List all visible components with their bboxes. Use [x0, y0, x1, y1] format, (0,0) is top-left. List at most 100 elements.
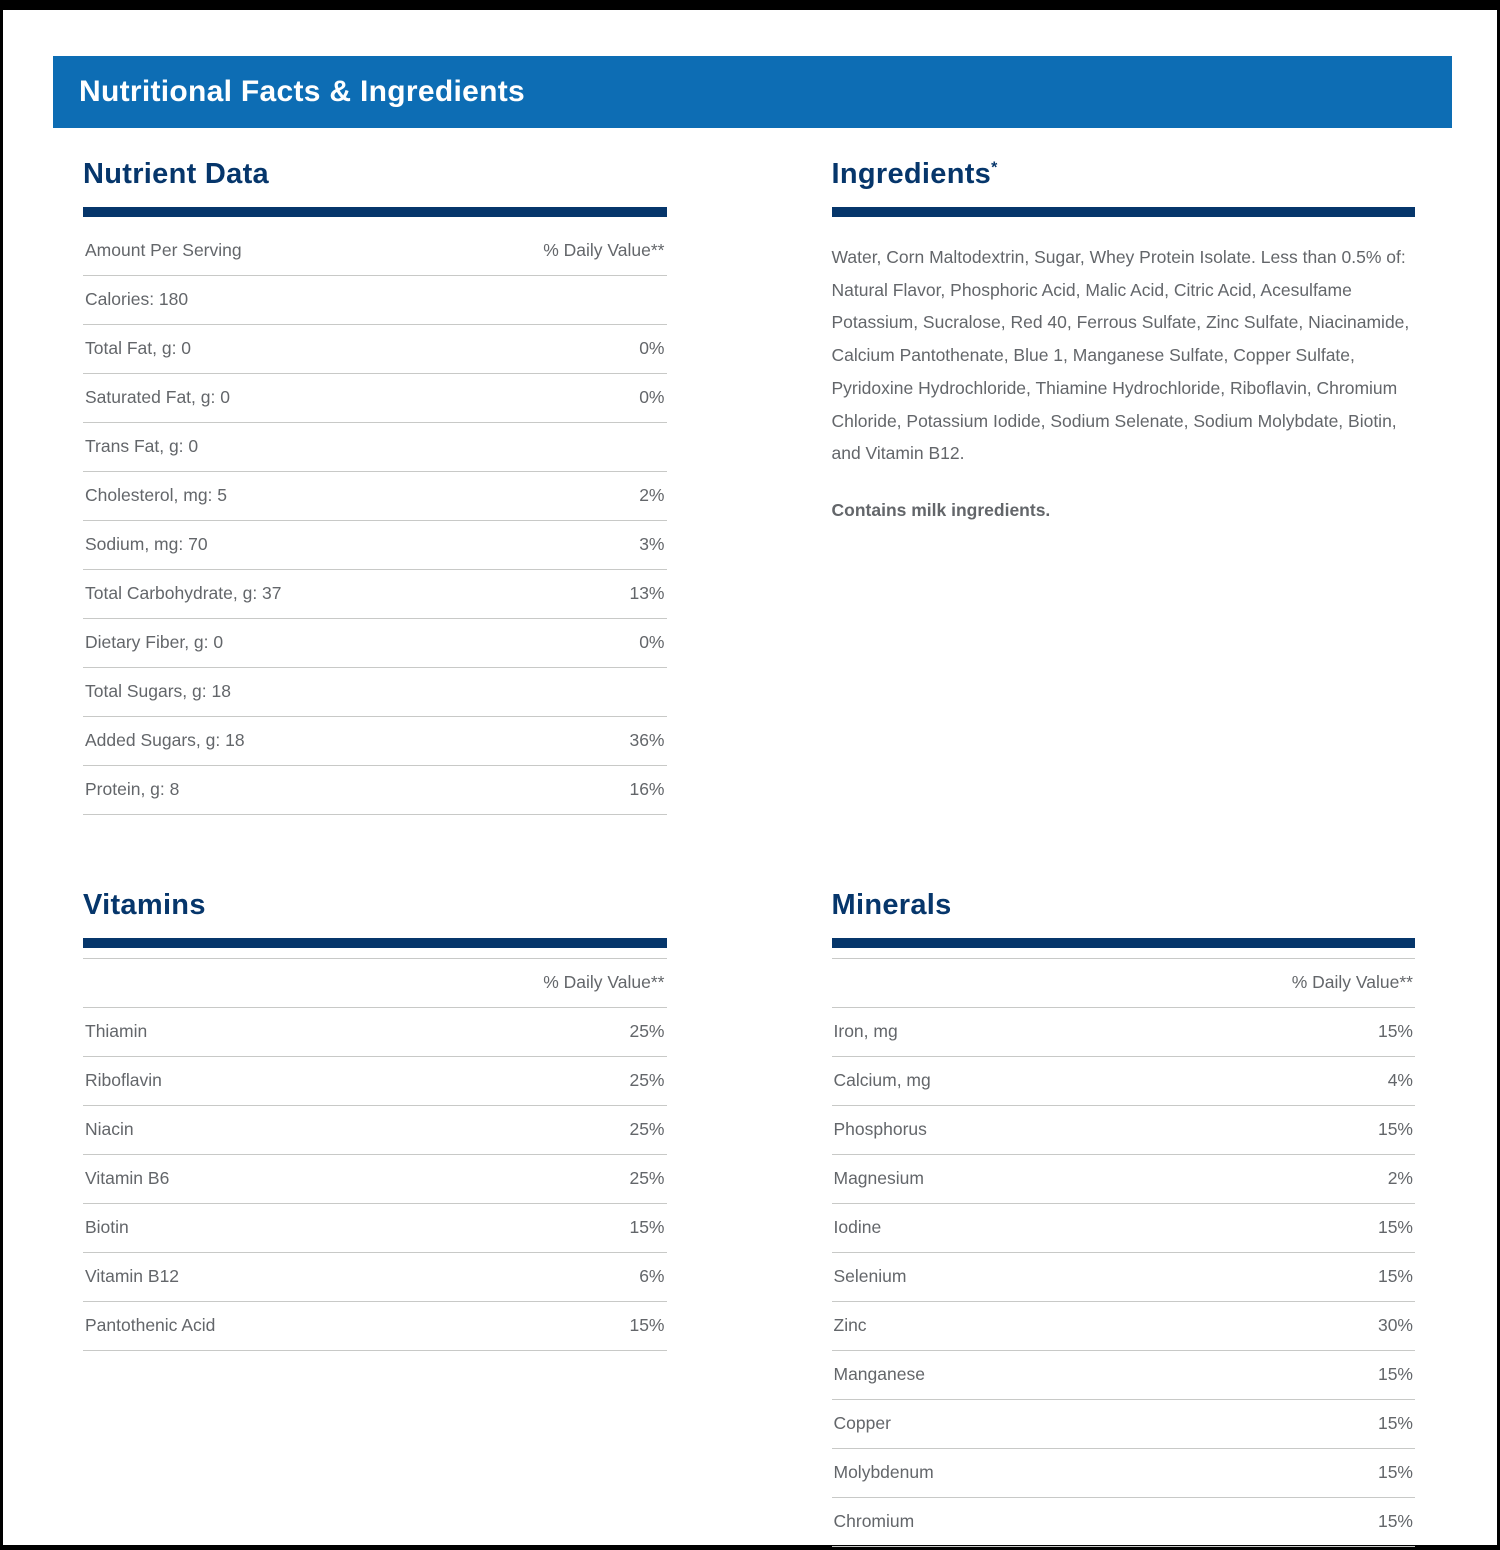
content: Nutrient Data Amount Per Serving % Daily…: [83, 158, 1415, 1547]
vitamin-daily-value: 25%: [629, 1021, 665, 1041]
vitamin-label: Vitamin B6: [85, 1168, 170, 1188]
nutrient-daily-value: 16%: [629, 779, 665, 799]
vitamins-table-row: Pantothenic Acid 15%: [83, 1302, 667, 1351]
nutrient-table-row: Saturated Fat, g: 0 0%: [83, 374, 667, 423]
mineral-daily-value: 15%: [1377, 1364, 1413, 1384]
nutrient-daily-value: 0%: [639, 387, 665, 407]
nutrient-table-row: Protein, g: 8 16%: [83, 766, 667, 815]
page-title: Nutritional Facts & Ingredients: [79, 75, 526, 108]
mineral-daily-value: 4%: [1387, 1070, 1413, 1090]
mineral-label: Magnesium: [833, 1168, 924, 1188]
nutrient-table-row: Total Sugars, g: 18: [83, 668, 667, 717]
page: Nutritional Facts & Ingredients Nutrient…: [3, 56, 1497, 1547]
minerals-table-row: Phosphorus 15%: [831, 1106, 1415, 1155]
mineral-daily-value: 15%: [1377, 1266, 1413, 1286]
minerals-table-row: Copper 15%: [831, 1400, 1415, 1449]
nutrient-daily-value: 0%: [639, 338, 665, 358]
minerals-table-row: Chromium 15%: [831, 1498, 1415, 1547]
section-ingredients: Ingredients* Water, Corn Maltodextrin, S…: [831, 158, 1416, 815]
nutrient-label: Protein, g: 8: [85, 779, 180, 799]
vitamin-daily-value: 15%: [629, 1315, 665, 1335]
mineral-daily-value: 15%: [1377, 1119, 1413, 1139]
minerals-heading: Minerals: [831, 889, 952, 921]
vitamin-daily-value: 25%: [629, 1119, 665, 1139]
ingredients-heading-asterisk: *: [991, 159, 998, 177]
mineral-label: Selenium: [833, 1266, 907, 1286]
section-minerals: Minerals % Daily Value** Iron, mg 15%: [831, 889, 1415, 1547]
mineral-label: Copper: [833, 1413, 891, 1433]
nutrient-daily-value: 2%: [639, 485, 665, 505]
column-header-daily-value: % Daily Value**: [543, 240, 665, 260]
mineral-daily-value: 2%: [1387, 1168, 1413, 1188]
vitamins-column-header-daily-value: % Daily Value**: [543, 972, 665, 992]
minerals-table-row: Molybdenum 15%: [831, 1449, 1415, 1498]
minerals-column-header-daily-value: % Daily Value**: [1291, 972, 1413, 992]
nutrient-table-row: Total Fat, g: 0 0%: [83, 325, 667, 374]
nutrient-table-row: Added Sugars, g: 18 36%: [83, 717, 667, 766]
page-title-bar: Nutritional Facts & Ingredients: [53, 56, 1452, 128]
vitamin-daily-value: 15%: [629, 1217, 665, 1237]
nutrient-table-row: Trans Fat, g: 0: [83, 423, 667, 472]
vitamins-table-row: Riboflavin 25%: [83, 1057, 667, 1106]
vitamin-label: Biotin: [85, 1217, 129, 1237]
vitamin-label: Niacin: [85, 1119, 134, 1139]
ingredients-divider-bar: [831, 207, 1415, 217]
minerals-table-row: Calcium, mg 4%: [831, 1057, 1415, 1106]
minerals-table-header-row: % Daily Value**: [831, 958, 1415, 1008]
nutrient-daily-value: 0%: [639, 632, 665, 652]
nutrient-label: Saturated Fat, g: 0: [85, 387, 230, 407]
mineral-daily-value: 15%: [1377, 1462, 1413, 1482]
section-vitamins: Vitamins % Daily Value** Thiamin 25%: [83, 889, 667, 1547]
nutrient-label: Total Sugars, g: 18: [85, 681, 231, 701]
mineral-daily-value: 15%: [1377, 1511, 1413, 1531]
bottom-sections: Vitamins % Daily Value** Thiamin 25%: [83, 889, 1415, 1547]
vitamins-table-row: Thiamin 25%: [83, 1008, 667, 1057]
nutrient-label: Total Carbohydrate, g: 37: [85, 583, 282, 603]
minerals-table-row: Magnesium 2%: [831, 1155, 1415, 1204]
mineral-label: Zinc: [833, 1315, 867, 1335]
nutrient-daily-value: 13%: [629, 583, 665, 603]
section-nutrient-data: Nutrient Data Amount Per Serving % Daily…: [83, 158, 667, 815]
nutrient-table-row: Cholesterol, mg: 5 2%: [83, 472, 667, 521]
nutrient-table-row: Sodium, mg: 70 3%: [83, 521, 667, 570]
nutrient-table-row: Dietary Fiber, g: 0 0%: [83, 619, 667, 668]
mineral-daily-value: 30%: [1377, 1315, 1413, 1335]
nutrient-daily-value: 36%: [629, 730, 665, 750]
vitamin-label: Pantothenic Acid: [85, 1315, 216, 1335]
minerals-table: % Daily Value** Iron, mg 15% Calcium, mg…: [831, 958, 1415, 1547]
minerals-table-row: Manganese 15%: [831, 1351, 1415, 1400]
vitamin-label: Riboflavin: [85, 1070, 162, 1090]
nutrient-label: Sodium, mg: 70: [85, 534, 208, 554]
mineral-label: Iodine: [833, 1217, 882, 1237]
nutrient-table: Amount Per Serving % Daily Value** Calor…: [83, 227, 667, 815]
mineral-daily-value: 15%: [1377, 1217, 1413, 1237]
nutrient-data-divider-bar: [83, 207, 667, 217]
column-header-amount-per-serving: Amount Per Serving: [85, 240, 242, 260]
nutrient-label: Cholesterol, mg: 5: [85, 485, 228, 505]
nutrient-label: Total Fat, g: 0: [85, 338, 192, 358]
vitamins-table-row: Vitamin B6 25%: [83, 1155, 667, 1204]
nutrient-table-row: Calories: 180: [83, 276, 667, 325]
top-sections: Nutrient Data Amount Per Serving % Daily…: [83, 158, 1415, 815]
vitamin-label: Thiamin: [85, 1021, 148, 1041]
mineral-label: Chromium: [833, 1511, 915, 1531]
nutrient-daily-value: 3%: [639, 534, 665, 554]
minerals-divider-bar: [831, 938, 1415, 948]
mineral-label: Molybdenum: [833, 1462, 934, 1482]
mineral-daily-value: 15%: [1377, 1413, 1413, 1433]
minerals-table-row: Iodine 15%: [831, 1204, 1415, 1253]
minerals-table-row: Iron, mg 15%: [831, 1008, 1415, 1057]
vitamins-table-header-row: % Daily Value**: [83, 958, 667, 1008]
mineral-label: Manganese: [833, 1364, 925, 1384]
vitamin-label: Vitamin B12: [85, 1266, 180, 1286]
nutrient-label: Added Sugars, g: 18: [85, 730, 245, 750]
nutrient-table-row: Total Carbohydrate, g: 37 13%: [83, 570, 667, 619]
vitamin-daily-value: 25%: [629, 1168, 665, 1188]
vitamins-table-row: Biotin 15%: [83, 1204, 667, 1253]
minerals-table-row: Selenium 15%: [831, 1253, 1415, 1302]
vitamin-daily-value: 6%: [639, 1266, 665, 1286]
vitamins-divider-bar: [83, 938, 667, 948]
ingredients-heading: Ingredients*: [832, 158, 1416, 191]
mineral-label: Iron, mg: [833, 1021, 898, 1041]
mineral-label: Calcium, mg: [833, 1070, 931, 1090]
